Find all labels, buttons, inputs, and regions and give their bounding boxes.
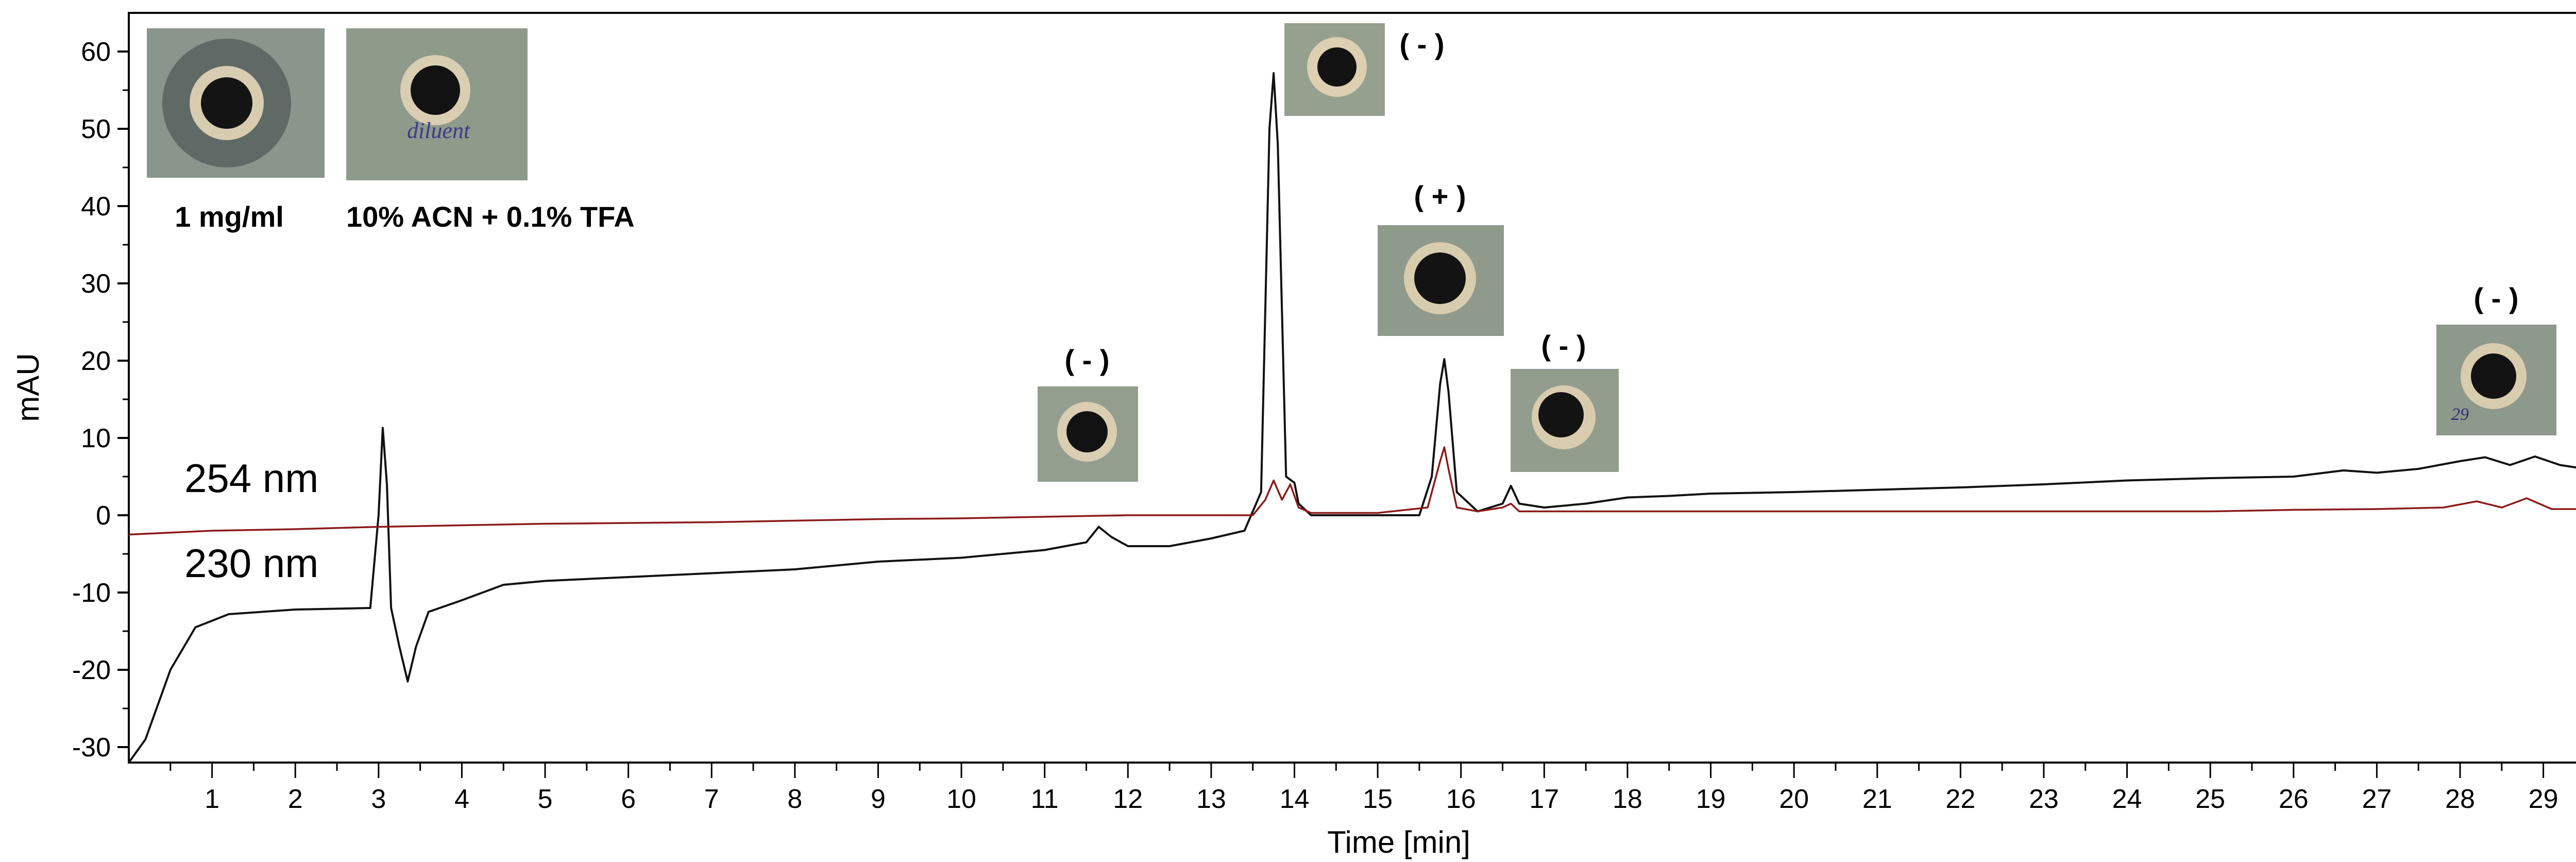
diluent-handwriting: diluent [407,118,471,143]
y-tick-label: 50 [81,114,111,144]
x-tick-label: 15 [1363,784,1393,814]
y-tick-label: 30 [81,269,111,299]
inset-photo-17min [1511,369,1619,472]
trace-label-254nm: 254 nm [184,455,318,501]
y-tick-label: 20 [81,346,111,376]
x-tick-label: 27 [2362,784,2392,814]
y-tick-label: 10 [81,424,111,453]
x-tick-label: 13 [1196,784,1226,814]
annotation-28min: ( - ) [2473,282,2518,314]
y-axis-title: mAU [11,353,45,421]
annotation-15min: ( + ) [1414,180,1466,212]
inset-photo-diluent: diluent [346,28,528,180]
trace-nm230 [128,72,2576,764]
inset-photo-28min: 29 [2436,325,2556,435]
x-tick-label: 12 [1113,784,1143,814]
annotation-17min: ( - ) [1541,329,1586,362]
x-tick-label: 10 [946,784,976,814]
y-tick-label: 0 [96,501,111,531]
plot-frame [128,12,2576,764]
inset-photo-sample [147,28,325,178]
y-tick-label: 60 [81,37,111,67]
y-tick-label: -30 [72,733,111,763]
traces [128,72,2576,764]
x-tick-label: 26 [2279,784,2309,814]
x-tick-label: 4 [454,784,469,814]
x-tick-label: 24 [2112,784,2142,814]
y-axis-ticks: 60 50 40 30 20 10 0 -10 -20 -30 [72,37,129,763]
y-tick-label: -10 [72,578,111,608]
inset-caption-diluent: 10% ACN + 0.1% TFA [346,200,635,233]
inset-photo-13min [1284,23,1385,116]
y-tick-label: -20 [72,655,111,685]
x-tick-label: 1 [205,784,219,814]
annotation-13min: ( - ) [1399,28,1444,60]
x-tick-label: 28 [2445,784,2475,814]
inset-photo-15min [1378,225,1504,336]
x-tick-label: 6 [621,784,636,814]
x-tick-label: 7 [704,784,719,814]
x-tick-label: 19 [1696,784,1726,814]
x-tick-label: 21 [1862,784,1892,814]
x-tick-label: 23 [2029,784,2059,814]
x-tick-label: 3 [371,784,386,814]
x-tick-label: 5 [538,784,553,814]
x-tick-label: 9 [871,784,886,814]
x-tick-label: 16 [1446,784,1476,814]
x-tick-label: 11 [1031,784,1059,814]
y-tick-label: 40 [81,192,111,222]
x-tick-label: 14 [1280,784,1310,814]
trace-nm254 [128,446,2576,536]
x-tick-label: 20 [1779,784,1809,814]
x-tick-label: 8 [787,784,802,814]
x-axis-ticks: 1 2 3 4 5 6 7 8 9 10 11 12 13 14 15 16 17 18 19 20 21 22 23 24 2… [170,763,2558,814]
trace-label-230nm: 230 nm [184,540,318,586]
x-tick-label: 22 [1945,784,1975,814]
x-axis-title: Time [min] [1327,825,1470,859]
inset-caption-sample: 1 mg/ml [175,200,284,233]
x-tick-label: 29 [2529,784,2558,814]
x-tick-label: 17 [1529,784,1559,814]
x-tick-label: 18 [1613,784,1642,814]
annotation-11min: ( - ) [1064,344,1109,376]
inset-photo-11min [1038,386,1138,482]
x-tick-label: 25 [2195,784,2225,814]
x-tick-label: 2 [288,784,303,814]
well-handwriting: 29 [2451,405,2469,424]
